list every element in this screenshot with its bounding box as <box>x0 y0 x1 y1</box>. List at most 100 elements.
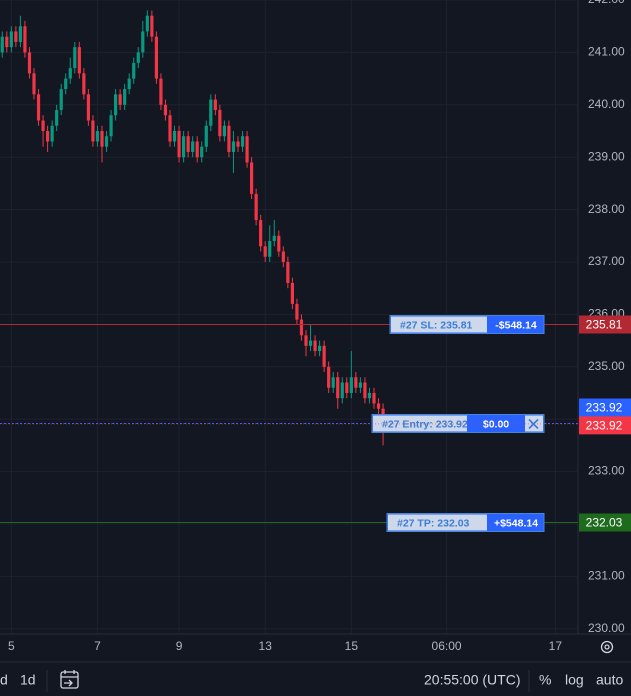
candle-body <box>177 130 181 158</box>
order-pnl: $0.00 <box>483 418 509 430</box>
candle-body <box>132 62 136 79</box>
plot: 230.00231.00232.00233.00234.00235.00236.… <box>0 0 631 653</box>
candle-body <box>331 377 335 388</box>
x-tick-label: 17 <box>549 639 563 653</box>
candle-body <box>322 345 326 367</box>
candle-body <box>55 110 59 126</box>
candle-body <box>91 120 95 142</box>
x-tick-label: 15 <box>345 639 359 653</box>
price-tag <box>579 315 631 334</box>
order-label-bg <box>391 316 487 333</box>
candle-body <box>376 403 381 409</box>
candle-body <box>195 141 199 158</box>
candle-body <box>172 130 177 142</box>
candle-body <box>100 130 104 147</box>
y-tick-label: 242.00 <box>588 0 625 6</box>
candle-body <box>218 110 222 137</box>
candle-body <box>163 104 168 116</box>
candle-body <box>73 47 77 69</box>
candle-body <box>159 78 163 105</box>
candle-body <box>191 141 195 152</box>
candle-body <box>281 251 285 262</box>
interval[interactable]: 1d <box>20 672 36 688</box>
y-tick-label: 238.00 <box>588 202 625 216</box>
candle-body <box>0 36 4 53</box>
candle-body <box>250 162 254 194</box>
scale-option[interactable]: auto <box>596 672 623 688</box>
candle-body <box>14 31 18 42</box>
y-tick-label: 233.00 <box>588 464 625 478</box>
candle-body <box>236 141 240 147</box>
candle-body <box>259 220 263 247</box>
candle-body <box>150 15 154 37</box>
candle-body <box>127 78 131 90</box>
price-tag-label: 232.03 <box>586 516 623 530</box>
candle-body <box>95 130 100 142</box>
y-tick-label: 240.00 <box>588 97 625 111</box>
y-tick-label: 230.00 <box>588 621 625 635</box>
candle-body <box>9 31 13 48</box>
candle-body <box>313 340 317 352</box>
candle-body <box>36 94 41 121</box>
candle-body <box>68 68 72 79</box>
candle-body <box>222 125 226 137</box>
price-tag <box>579 398 631 417</box>
candle-body <box>23 26 27 53</box>
candle-body <box>318 345 322 352</box>
settings-icon[interactable] <box>600 640 614 654</box>
candle-body <box>64 78 68 90</box>
candle-body <box>204 125 208 147</box>
candle-body <box>104 136 109 147</box>
candle-body <box>286 261 290 283</box>
candle-body <box>154 36 158 79</box>
scale-option[interactable]: % <box>539 672 551 688</box>
order-label: #27 Entry: 233.92 <box>382 418 468 430</box>
clock[interactable]: 20:55:00 (UTC) <box>424 672 520 688</box>
order-label: #27 SL: 235.81 <box>400 319 473 331</box>
date-range-icon[interactable] <box>60 670 79 689</box>
order-pnl: -$548.14 <box>495 319 537 331</box>
scale-option[interactable]: log <box>565 672 584 688</box>
candle-body <box>109 115 113 137</box>
candle-body <box>136 52 140 63</box>
candle-body <box>141 31 145 53</box>
candle-body <box>227 125 231 152</box>
candle-body <box>268 241 272 257</box>
candle-body <box>272 235 276 242</box>
x-tick-label: 9 <box>176 639 183 653</box>
candle-body <box>336 377 340 399</box>
candle-body <box>168 115 172 142</box>
y-tick-label: 241.00 <box>588 45 625 59</box>
candle-body <box>118 94 122 105</box>
price-tag <box>579 513 631 532</box>
candle-body <box>213 99 217 111</box>
candle-body <box>299 319 304 336</box>
candle-body <box>182 136 186 158</box>
y-tick-label: 239.00 <box>588 149 625 163</box>
candle-body <box>114 94 118 116</box>
close-icon <box>528 418 539 430</box>
candle-body <box>41 120 45 131</box>
candle-body <box>86 94 90 121</box>
candle-body <box>77 47 81 74</box>
candle-body <box>82 73 86 95</box>
candle-body <box>340 382 344 399</box>
y-tick-label: 237.00 <box>588 254 625 268</box>
candle-body <box>50 125 54 142</box>
x-tick-label: 06:00 <box>432 639 462 653</box>
candle-body <box>349 377 353 393</box>
x-tick-label: 5 <box>8 639 15 653</box>
candle-body <box>5 36 9 48</box>
candle-body <box>27 52 32 74</box>
candle-body <box>367 392 372 399</box>
candle-body <box>209 99 213 126</box>
candle-body <box>200 146 204 158</box>
interval[interactable]: d <box>0 672 8 688</box>
y-tick-label: 231.00 <box>588 569 625 583</box>
candle-body <box>295 303 299 320</box>
candle-body <box>358 382 362 388</box>
y-tick-label: 235.00 <box>588 359 625 373</box>
candle-body <box>327 366 331 388</box>
